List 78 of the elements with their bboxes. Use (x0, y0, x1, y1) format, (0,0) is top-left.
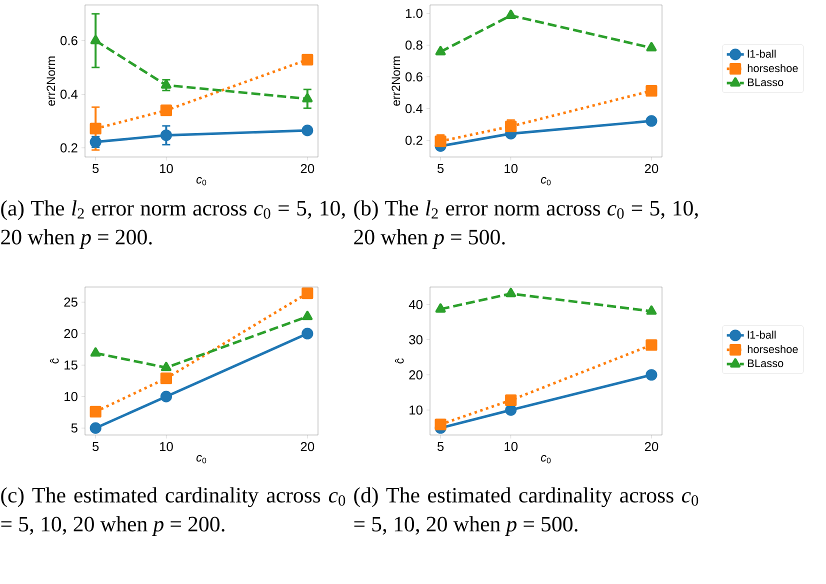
legend-label: BLasso (748, 78, 784, 86)
y-tick-label: 30 (409, 335, 422, 344)
y-tick-label: 10 (410, 405, 422, 415)
x-axis-title: c$_{0}$ (540, 455, 551, 464)
legend-label: horseshoe (748, 345, 798, 354)
y-tick-label: 1.0 (406, 8, 422, 18)
y-tick-label: 15 (64, 360, 78, 370)
x-tick-label: 10 (504, 442, 518, 452)
x-tick-label: 5 (92, 442, 99, 452)
point (90, 122, 102, 134)
x-tick-label: 5 (437, 442, 444, 452)
x-tick-label: 20 (300, 164, 314, 174)
point (161, 362, 172, 372)
legend-label: l1-ball (748, 50, 776, 58)
point (435, 46, 446, 56)
point (434, 418, 446, 430)
y-axis-title: err2Norm (392, 56, 400, 106)
point (302, 310, 313, 320)
x-tick-label: 20 (300, 442, 314, 452)
legend-label: horseshoe (748, 64, 798, 72)
text: (d) The estimated cardinality across c$_{0}$ = 5, 10, 20 when p = 500. (354, 487, 698, 536)
point (505, 394, 517, 406)
x-tick-label: 10 (160, 164, 173, 174)
x-tick-label: 5 (92, 164, 99, 174)
x-axis-title: c$_{0}$ (540, 177, 551, 186)
x-tick-label: 10 (504, 164, 518, 174)
point (646, 305, 657, 315)
y-tick-label: 0.4 (60, 90, 78, 99)
point (90, 406, 102, 418)
point (506, 10, 516, 20)
point (646, 42, 657, 52)
x-tick-label: 20 (644, 442, 658, 452)
x-tick-label: 5 (437, 164, 444, 174)
point (160, 129, 172, 142)
legend-label: BLasso (748, 360, 784, 368)
point (505, 120, 517, 132)
point (302, 54, 314, 66)
legend-label: l1-ball (748, 330, 776, 339)
y-tick-label: 10 (64, 392, 78, 402)
point (302, 124, 314, 136)
y-axis-title: err2Norm (46, 56, 56, 106)
point (506, 288, 516, 298)
point (434, 135, 446, 148)
y-tick-label: 0.2 (405, 136, 422, 145)
y-tick-label: 0.6 (60, 36, 78, 46)
y-tick-label: 0.6 (405, 72, 422, 82)
x-tick-label: 20 (644, 164, 658, 174)
point (161, 79, 172, 89)
y-tick-label: 0.2 (60, 143, 78, 152)
point (302, 328, 314, 340)
x-axis-title: c$_{0}$ (196, 455, 206, 464)
point (435, 303, 446, 313)
text: (c) The estimated cardinality across c$_{0}$ = 5, 10, 20 when p = 200. (1, 487, 346, 536)
point (646, 339, 658, 351)
x-tick-label: 10 (160, 442, 173, 452)
y-tick-label: 0.8 (405, 40, 422, 50)
point (90, 34, 101, 44)
point (646, 369, 658, 381)
point (646, 85, 658, 97)
y-tick-label: 40 (408, 300, 422, 310)
text: (a) The l$_{2}$ error norm across c$_{0}$ = 5, 10, 20 when p = 200. (1, 200, 345, 249)
point (160, 372, 172, 384)
point (160, 390, 172, 402)
point (646, 115, 658, 127)
x-axis-title: c$_{0}$ (196, 177, 206, 186)
point (302, 287, 314, 300)
y-tick-label: 5 (71, 424, 78, 433)
y-tick-label: 20 (64, 329, 78, 338)
y-axis-title: ĉ (50, 358, 59, 364)
point (90, 347, 101, 357)
y-axis-title: ĉ (394, 358, 404, 364)
y-tick-label: 25 (64, 298, 78, 307)
text: (b) The l$_{2}$ error norm across c$_{0}$ = 5, 10, 20 when p = 500. (354, 200, 698, 249)
point (302, 93, 313, 102)
point (90, 422, 102, 434)
point (160, 104, 172, 116)
y-tick-label: 0.4 (405, 104, 423, 114)
y-tick-label: 20 (409, 370, 422, 380)
